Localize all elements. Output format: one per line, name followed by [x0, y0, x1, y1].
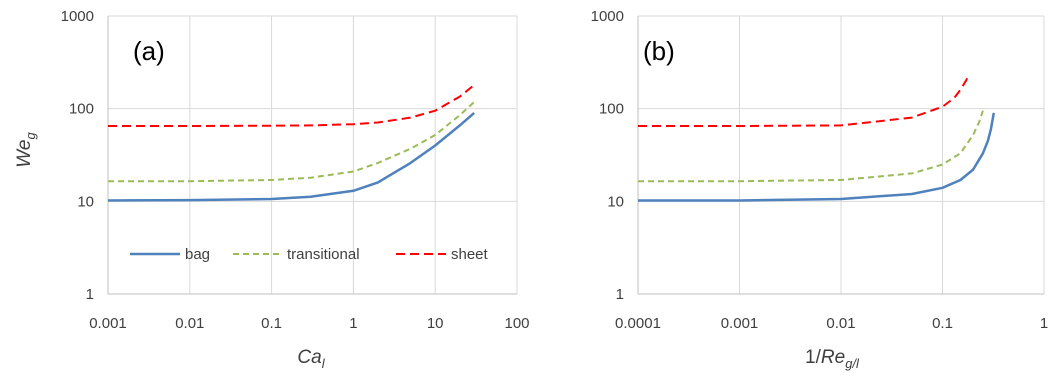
x-tick-label: 100 [504, 315, 529, 332]
y-tick-label: 10 [607, 193, 624, 210]
x-tick-label: 0.01 [826, 315, 855, 332]
x-tick-label: 0.1 [932, 315, 953, 332]
series-line-bag [107, 111, 476, 202]
y-tick-label: 1000 [61, 8, 94, 25]
legend: bag transitional sheet [130, 246, 489, 263]
x-tick-label: 1 [1040, 315, 1048, 332]
x-tick-label: 10 [427, 315, 444, 332]
x-axis-title-main: Ca [297, 347, 321, 368]
series-line-transitional [108, 101, 475, 183]
series-line-sheet [108, 84, 475, 127]
panel-label: (a) [133, 36, 165, 66]
y-tick-label: 100 [69, 101, 94, 118]
legend-label-transitional: transitional [287, 246, 360, 263]
y-axis-title-sub: g [23, 132, 38, 140]
tick-labels: 0.001 0.01 0.1 1 10 100 1 10 100 1000 [61, 8, 530, 332]
x-tick-label: 0.01 [175, 315, 204, 332]
tick-labels: 0.0001 0.001 0.01 0.1 1 1 10 100 1000 [591, 8, 1049, 332]
legend-label-sheet: sheet [451, 246, 489, 263]
series-line-sheet [638, 75, 970, 127]
panel-b: 0.0001 0.001 0.01 0.1 1 1 10 100 1000 (b) 1/Reg/… [591, 8, 1049, 371]
x-axis-title-main: Re [821, 347, 845, 368]
axes [107, 16, 517, 295]
y-tick-label: 10 [77, 193, 94, 210]
x-tick-label: 0.001 [721, 315, 759, 332]
series-line-transitional [638, 110, 984, 183]
series-lines [638, 75, 996, 202]
x-axis-title-prefix: 1/ [805, 347, 822, 368]
axes [637, 16, 1044, 295]
x-tick-label: 0.1 [261, 315, 282, 332]
y-axis-title-main: We [14, 140, 35, 168]
y-tick-label: 100 [599, 101, 624, 118]
panel-a: 0.001 0.01 0.1 1 10 100 1 10 100 1000 (a) Weg Cal… [14, 8, 530, 371]
x-axis-title-sub: g/l [845, 356, 860, 371]
panel-label: (b) [643, 36, 675, 66]
y-tick-label: 1000 [591, 8, 624, 25]
x-axis-title: Cal [297, 347, 325, 371]
legend-label-bag: bag [185, 246, 210, 263]
x-tick-label: 0.001 [89, 315, 127, 332]
x-tick-label: 0.0001 [615, 315, 661, 332]
y-tick-label: 1 [616, 286, 624, 303]
x-axis-title-sub: l [322, 356, 326, 371]
x-axis-title: 1/Reg/l [805, 347, 860, 371]
x-tick-label: 1 [349, 315, 357, 332]
y-tick-label: 1 [86, 286, 94, 303]
y-axis-title: Weg [14, 132, 38, 168]
series-lines [107, 84, 476, 202]
series-line-bag [638, 112, 996, 202]
